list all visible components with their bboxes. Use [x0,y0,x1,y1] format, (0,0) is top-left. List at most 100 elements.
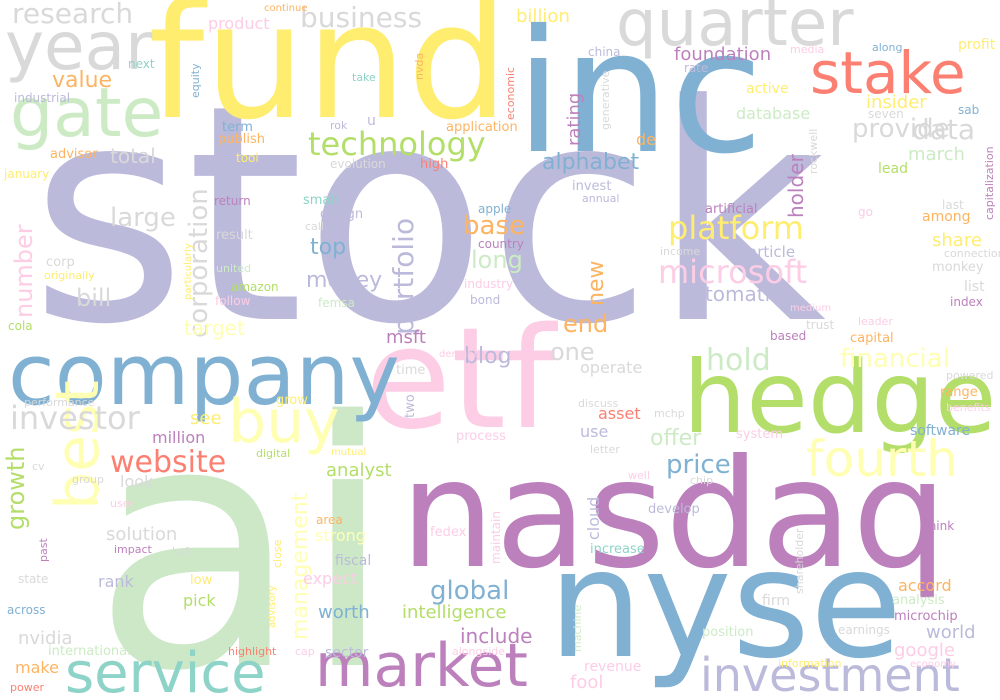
word-strong: strong [315,526,366,545]
word-connection: connection [944,247,1000,260]
word-user: user [110,497,134,510]
word-billion: billion [516,6,570,27]
word-chip: chip [690,474,714,487]
word-include: include [460,624,533,648]
word-service: service [65,641,266,700]
word-economic: economic [504,66,517,120]
word-position: position [702,625,754,640]
word-go: go [858,205,873,219]
word-publish: publish [218,132,265,147]
word-worth: worth [318,602,370,623]
word-management: management [288,492,313,640]
word-analysis: analysis [892,593,945,608]
word-evolution: evolution [330,157,386,171]
word-cloud: cloud [584,496,603,540]
word-stake: stake [810,39,966,107]
word-mchp: mchp [654,407,685,420]
word-holder: holder [784,154,808,218]
word-financial: financial [840,344,950,374]
word-invest: invest [572,179,612,194]
word-base: base [463,211,525,241]
word-platform: platform [668,209,804,247]
word-target: target [184,316,245,340]
word-bill: bill [76,284,112,312]
word-research: research [12,0,134,30]
word-country: country [478,237,524,251]
word-total: total [110,144,156,168]
word-pick: pick [183,591,216,610]
word-medium: medium [790,303,832,314]
word-earnings: earnings [838,623,890,637]
word-new: new [584,260,609,306]
word-cap: cap [295,645,315,658]
word-amazon: amazon [231,280,279,294]
word-fedex: fedex [430,525,467,540]
word-sab: sab [958,103,980,117]
word-analyst: analyst [326,460,392,481]
word-maintain: maintain [489,511,503,564]
word-well: well [628,469,650,482]
word-time: time [396,363,426,378]
word-state: state [18,572,49,586]
word-share: share [932,230,982,251]
word-bond: bond [470,293,501,307]
word-fund: fund [148,0,509,155]
word-impact: impact [114,543,152,556]
word-insider: insider [866,92,927,113]
word-list: list [964,279,985,295]
word-performance: performance [24,396,95,409]
word-economy: economy [910,659,956,670]
word-data: data [912,113,976,146]
word-database: database [736,104,811,123]
word-based: based [770,329,807,343]
word-solution: solution [106,524,178,545]
word-small: small [303,193,338,208]
word-etf: etf [365,298,556,461]
word-group: group [72,473,104,486]
word-microchip: microchip [894,609,958,624]
word-rank: rank [98,572,134,591]
word-cola: cola [8,319,33,333]
word-think: think [924,519,955,533]
word-market: market [315,631,528,700]
word-corp: corp [46,255,75,270]
word-long: long [471,246,523,274]
word-de: de [636,130,656,149]
word-industrial: industrial [14,91,71,105]
word-international: international [48,644,131,659]
word-stock: stock [30,41,827,390]
word-nyse: nyse [548,518,903,692]
word-range: range [940,385,978,400]
word-tool: tool [236,151,259,165]
word-monkey: monkey [932,260,984,275]
word-cv: cv [32,460,45,473]
word-advisory: advisory [267,585,278,628]
word-intelligence: intelligence [402,602,507,623]
word-rating: rating [564,92,585,146]
word-revenue: revenue [584,659,642,675]
word-fool: fool [570,672,604,693]
word-digital: digital [256,447,291,460]
word-area: area [316,513,343,527]
word-grow: grow [276,393,308,408]
word-world: world [926,622,976,643]
word-motley: motley [306,268,383,293]
word-letter: letter [590,443,620,456]
word-equity: equity [189,63,202,98]
word-system: system [736,427,783,442]
word-product: product [208,14,270,33]
word-alphabet: alphabet [542,150,640,175]
word-active: active [746,81,789,97]
word-high: high [420,157,449,172]
word-blog: blog [464,344,512,369]
word-ai: ai [92,350,395,700]
word-end: end [563,310,609,338]
word-result: result [216,228,253,243]
word-nvda: nvda [413,52,426,80]
word-leader: leader [858,315,893,328]
word-highlight: highlight [228,645,277,658]
word-across: across [7,603,46,617]
word-operate: operate [580,358,643,377]
word-buy: buy [228,387,340,457]
